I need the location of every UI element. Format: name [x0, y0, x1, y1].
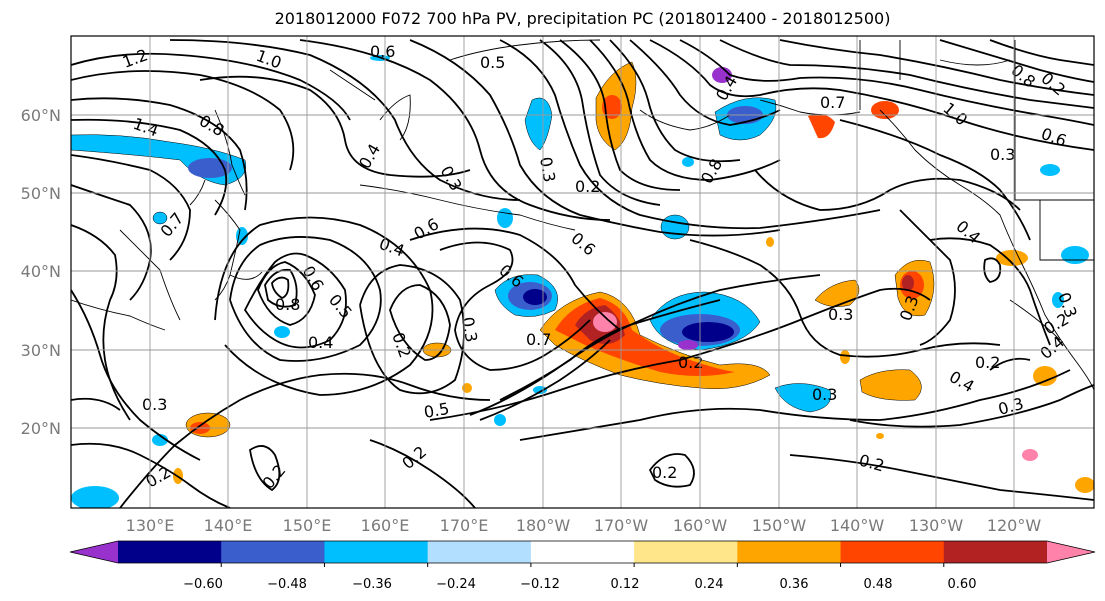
contour-label: 0.2 — [975, 353, 1000, 372]
lat-label: 40°N — [21, 262, 61, 281]
lon-label: 130°W — [909, 516, 964, 535]
colorbar-tick-label: 0.36 — [780, 577, 809, 592]
lon-label: 140°E — [204, 516, 253, 535]
lon-label: 150°E — [283, 516, 332, 535]
lon-label: 170°E — [440, 516, 489, 535]
lon-label: 130°E — [126, 516, 175, 535]
colorbar-box — [943, 541, 1048, 563]
colorbar-box — [118, 541, 222, 563]
colorbar-tick-label: −0.60 — [183, 577, 223, 592]
contour-label: 0.2 — [678, 353, 703, 372]
longitude-labels: 130°E 140°E 150°E 160°E 170°E 180°W 170°… — [126, 516, 1042, 535]
lon-label: 140°W — [830, 516, 885, 535]
lon-label: 160°E — [361, 516, 410, 535]
lat-label: 50°N — [21, 184, 61, 203]
lat-label: 60°N — [21, 106, 61, 125]
colorbar — [69, 540, 1096, 567]
lon-label: 120°W — [987, 516, 1042, 535]
latitude-labels: 60°N 50°N 40°N 30°N 20°N — [21, 106, 61, 438]
colorbar-outline — [69, 540, 1096, 564]
colorbar-tick-label: −0.36 — [352, 577, 392, 592]
contour-label: 0.2 — [575, 177, 600, 196]
colorbar-box — [737, 541, 842, 563]
colorbar-box — [324, 541, 429, 563]
contour-label: 0.3 — [536, 155, 559, 183]
coastlines — [71, 39, 1094, 391]
contour-label: 0.7 — [820, 93, 845, 112]
contour-label: 0.3 — [812, 385, 837, 404]
colorbar-box — [427, 541, 532, 563]
map-title: 2018012000 F072 700 hPa PV, precipitatio… — [274, 9, 891, 28]
contour-label: 0.3 — [142, 395, 167, 414]
lat-label: 30°N — [21, 341, 61, 360]
contour-label: 0.2 — [652, 463, 677, 482]
colorbar-tick-label: −0.12 — [520, 577, 560, 592]
contour-label: 0.7 — [526, 330, 551, 349]
contour-label: 0.6 — [370, 42, 395, 61]
colorbar-tick-labels: −0.60 −0.48 −0.36 −0.24 −0.12 0.12 0.24 … — [183, 577, 976, 592]
colorbar-box — [221, 541, 325, 563]
contour-label: 0.3 — [990, 145, 1015, 164]
colorbar-tick-label: −0.24 — [436, 577, 476, 592]
colorbar-tick-label: 0.48 — [864, 577, 893, 592]
contour-label: 0.4 — [308, 333, 333, 352]
contour-label: 0.3 — [828, 305, 853, 324]
lat-label: 20°N — [21, 419, 61, 438]
contour-label: 0.8 — [275, 295, 300, 314]
precipitation-shading — [71, 55, 1094, 508]
colorbar-tick-label: 0.24 — [695, 577, 724, 592]
map-frame — [70, 35, 1095, 509]
colorbar-box — [634, 541, 738, 563]
colorbar-tick-label: 0.60 — [948, 577, 977, 592]
colorbar-tick-label: −0.48 — [267, 577, 307, 592]
graticule — [71, 36, 1094, 508]
contour-label: 0.5 — [422, 399, 450, 422]
colorbar-tick-label: 0.12 — [611, 577, 640, 592]
pv-contours — [71, 39, 1094, 508]
lon-label: 150°W — [752, 516, 807, 535]
lon-label: 180°W — [516, 516, 571, 535]
lon-label: 160°W — [673, 516, 728, 535]
colorbar-extend-min — [70, 541, 118, 563]
colorbar-extend-max — [1047, 541, 1095, 563]
contour-label: 0.5 — [480, 53, 505, 72]
lon-label: 170°W — [594, 516, 649, 535]
colorbar-box — [530, 541, 635, 563]
colorbar-box — [840, 541, 945, 563]
